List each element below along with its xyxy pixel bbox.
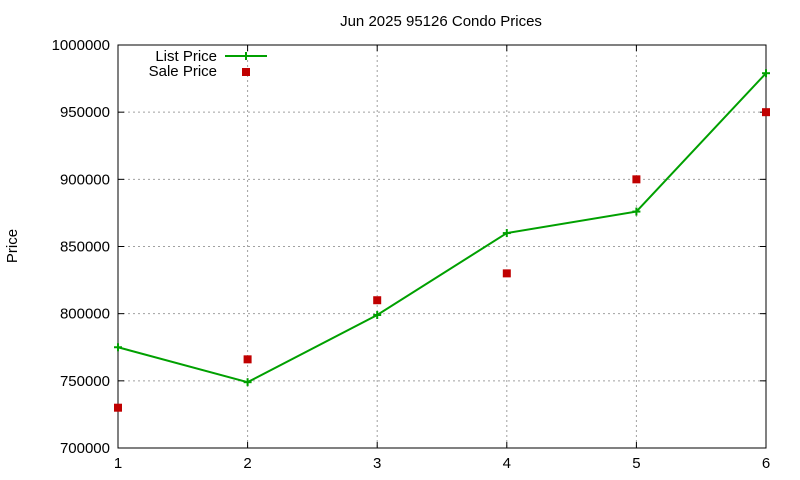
x-tick-label: 6	[762, 455, 770, 472]
sale-price-point	[762, 108, 770, 117]
y-tick-label: 850000	[60, 239, 110, 256]
legend-label-sale-price: Sale Price	[149, 63, 217, 80]
list-price-point	[632, 207, 641, 216]
series-marks	[114, 69, 770, 412]
legend-label-list-price: List Price	[155, 48, 217, 65]
sale-price-point	[243, 355, 252, 364]
x-tick-label: 5	[632, 455, 640, 472]
list-price-point	[502, 229, 511, 238]
axis-ticks: 700000 750000 800000 850000 900000 950000 1000…	[52, 37, 771, 472]
y-tick-label: 900000	[60, 171, 110, 188]
legend-square-marker	[242, 68, 250, 76]
y-tick-label: 750000	[60, 373, 110, 390]
y-tick-label: 950000	[60, 104, 110, 121]
y-axis-label: Price	[4, 229, 21, 263]
x-tick-label: 1	[114, 455, 122, 472]
list-price-point	[114, 343, 122, 352]
list-price-point	[373, 311, 382, 320]
legend-symbol-list-price	[225, 52, 267, 60]
y-tick-label: 700000	[60, 440, 110, 457]
chart-title: Jun 2025 95126 Condo Prices	[340, 13, 542, 30]
legend-plus-marker	[242, 52, 250, 60]
legend: List Price Sale Price	[149, 48, 267, 80]
grid-lines	[118, 45, 766, 448]
sale-price-point	[373, 296, 382, 305]
list-price-point	[762, 69, 770, 78]
x-tick-label: 4	[503, 455, 511, 472]
series-line-list-price	[117, 72, 767, 384]
sale-price-point	[502, 269, 511, 278]
y-tick-label: 1000000	[52, 37, 110, 54]
x-tick-label: 3	[373, 455, 381, 472]
sale-price-point	[632, 175, 641, 184]
sale-price-point	[114, 403, 122, 412]
x-tick-label: 2	[243, 455, 251, 472]
legend-symbol-sale-price	[242, 68, 250, 76]
list-price-point	[243, 378, 252, 387]
y-tick-label: 800000	[60, 306, 110, 323]
